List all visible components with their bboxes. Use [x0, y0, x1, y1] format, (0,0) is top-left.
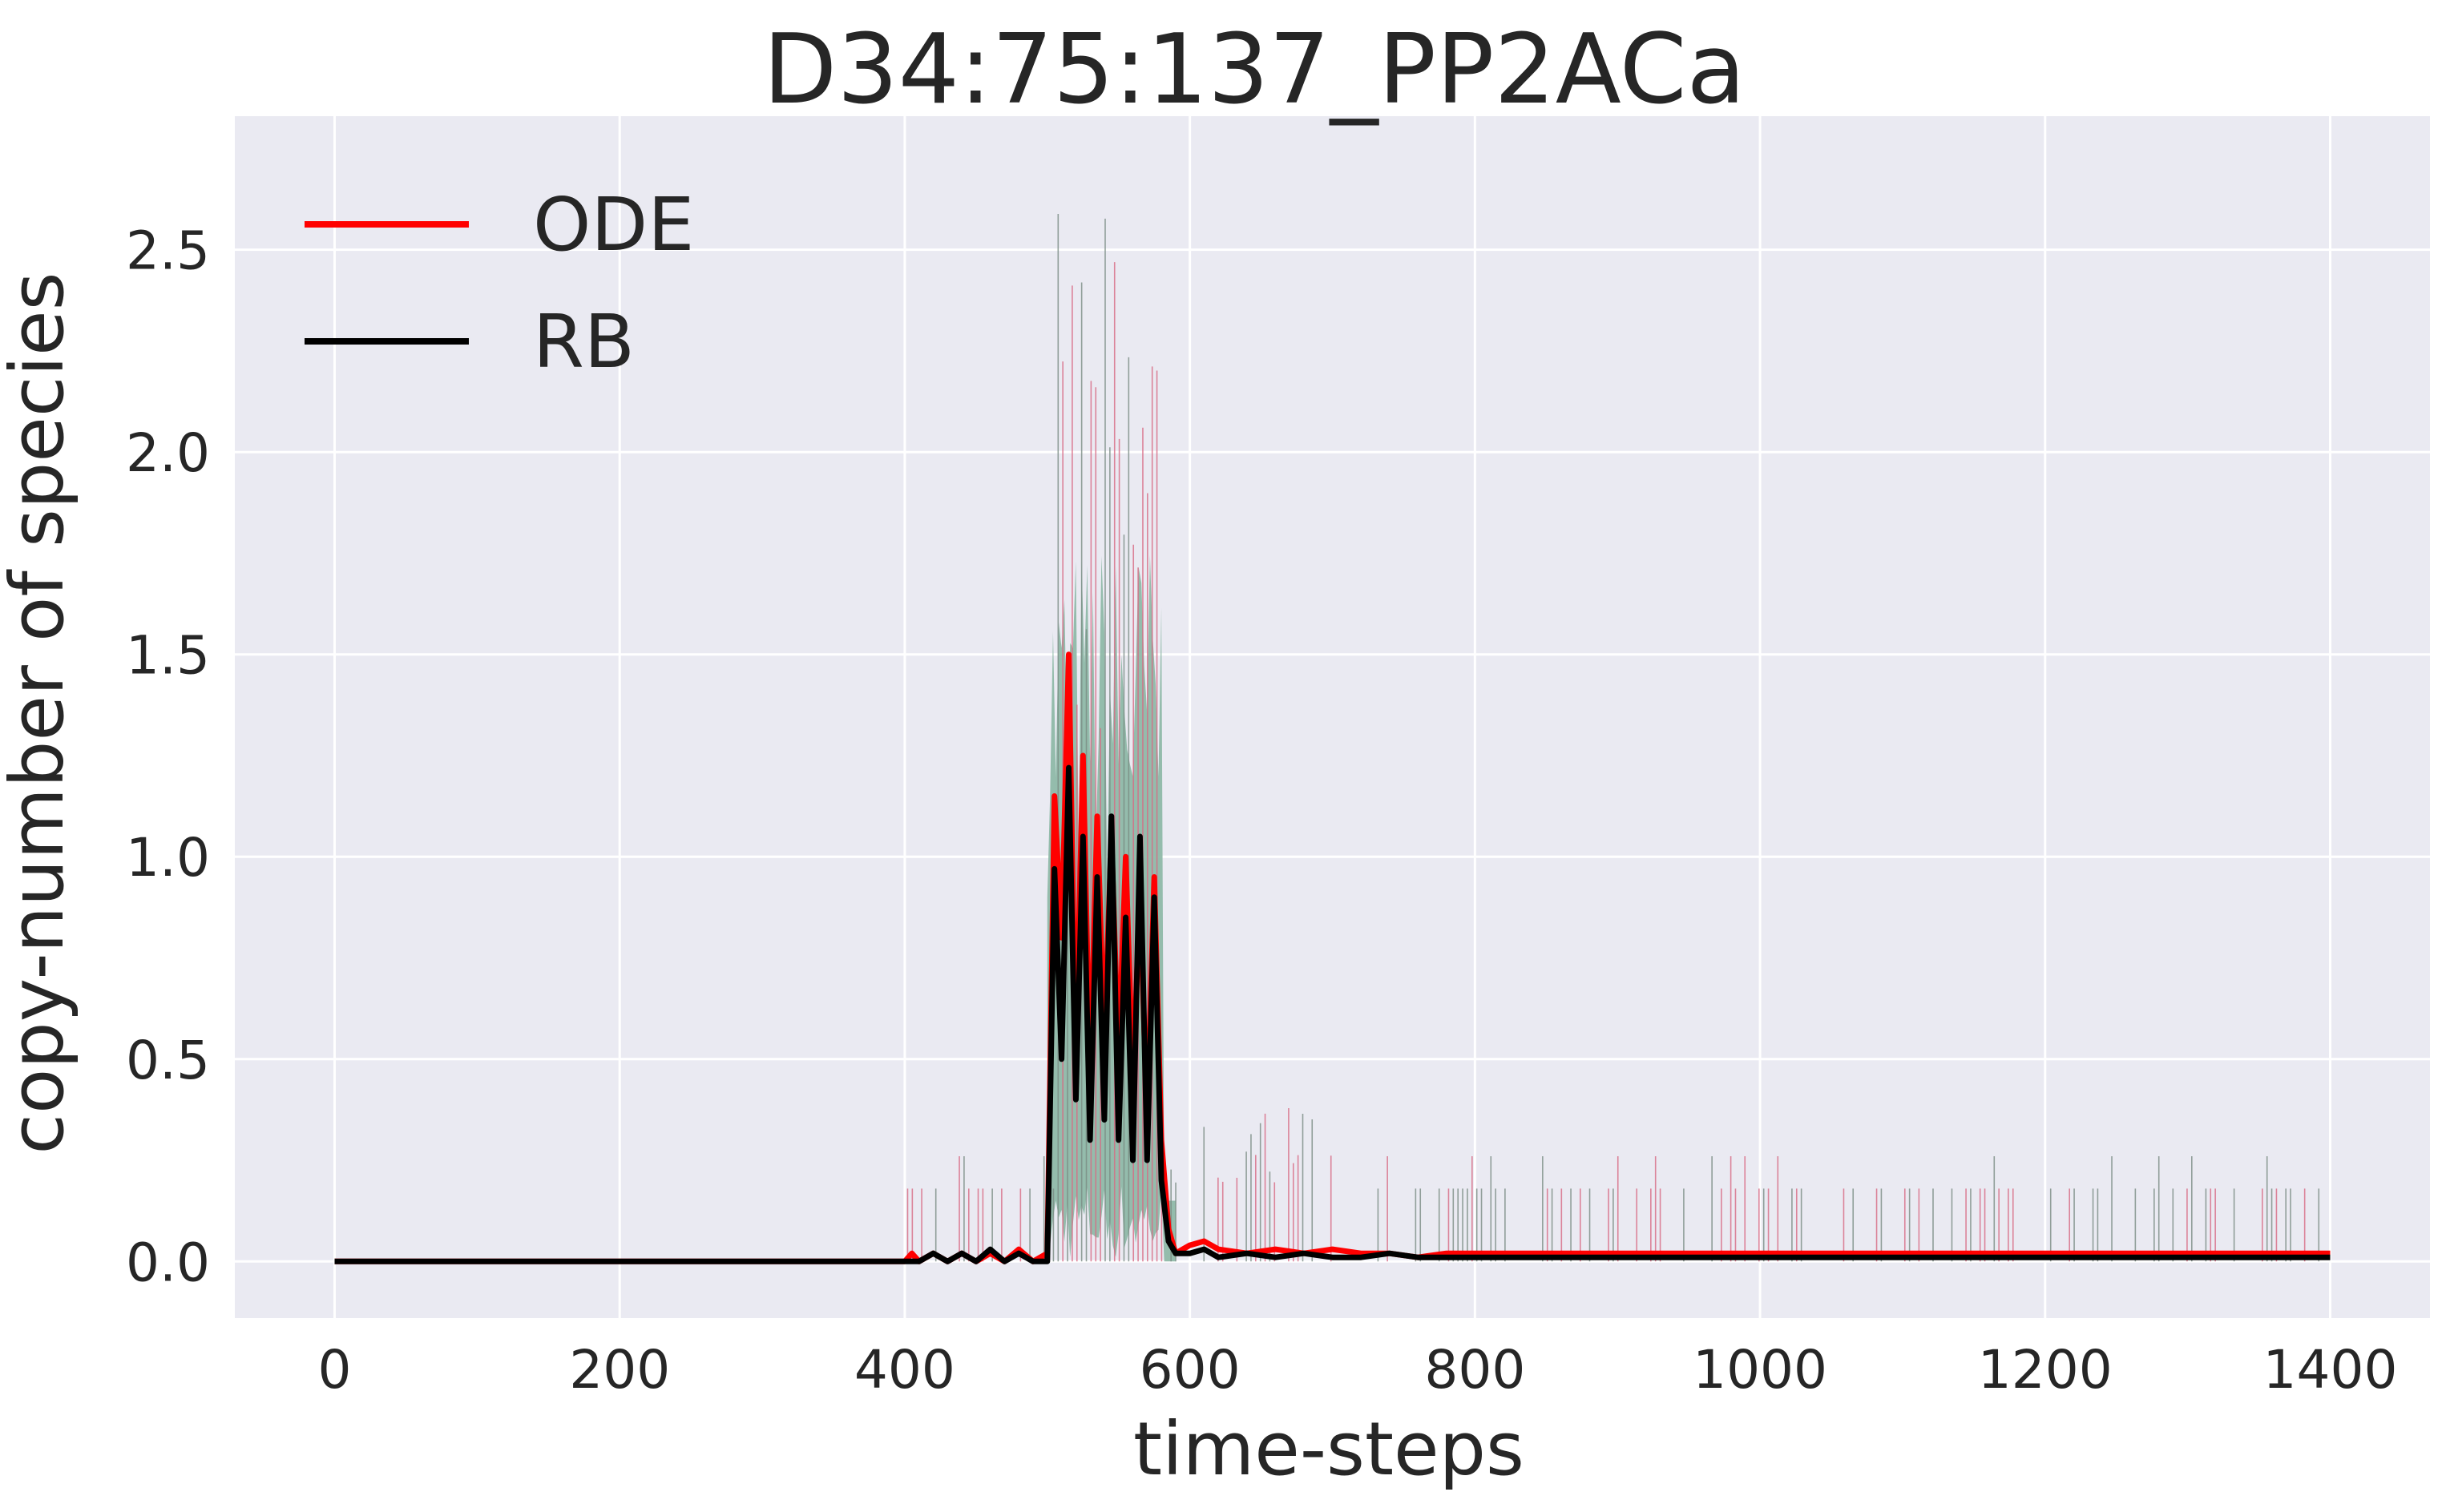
x-tick-label: 600 — [1140, 1339, 1241, 1401]
y-tick-labels: 0.0 0.5 1.0 1.5 2.0 2.5 — [126, 220, 210, 1294]
x-tick-label: 200 — [569, 1339, 670, 1401]
y-axis-label: copy-number of species — [0, 272, 80, 1154]
y-tick-label: 2.0 — [126, 422, 210, 484]
y-tick-label: 0.0 — [126, 1232, 210, 1293]
legend-label-ode: ODE — [533, 182, 694, 268]
y-tick-label: 0.5 — [126, 1030, 210, 1091]
y-tick-label: 1.5 — [126, 625, 210, 687]
x-tick-label: 1400 — [2263, 1339, 2398, 1401]
grid-lines — [235, 116, 2430, 1318]
legend-label-rb: RB — [533, 299, 635, 385]
x-axis-label: time-steps — [1133, 1406, 1524, 1492]
x-tick-label: 1200 — [1978, 1339, 2113, 1401]
series-lines — [334, 651, 2331, 1264]
chart-title: D34:75:137_PP2ACa — [763, 14, 1746, 126]
y-tick-label: 1.0 — [126, 827, 210, 889]
x-tick-label: 400 — [854, 1339, 955, 1401]
x-tick-label: 0 — [318, 1339, 352, 1401]
plot-area — [235, 116, 2430, 1318]
series-line-rb — [334, 764, 2331, 1264]
legend: ODE RB — [305, 182, 694, 385]
x-tick-label: 800 — [1424, 1339, 1525, 1401]
y-tick-label: 2.5 — [126, 220, 210, 282]
x-tick-label: 1000 — [1693, 1339, 1827, 1401]
x-tick-labels: 0 200 400 600 800 1000 1200 1400 — [318, 1339, 2398, 1401]
